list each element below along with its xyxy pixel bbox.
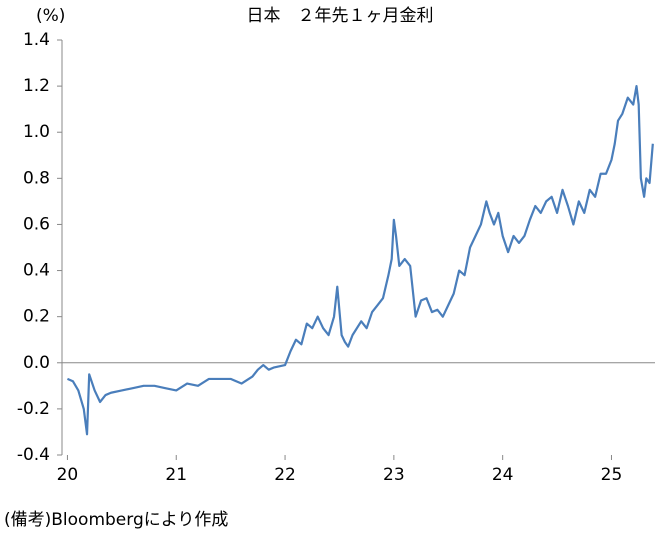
x-tick-label: 20 — [57, 465, 79, 485]
x-tick-label: 25 — [601, 465, 623, 485]
y-tick-label: 1.2 — [23, 76, 50, 96]
y-tick-label: 0.8 — [23, 168, 50, 188]
x-tick-label: 21 — [165, 465, 187, 485]
y-tick-label: 0.0 — [23, 353, 50, 373]
chart-title: 日本 ２年先１ヶ月金利 — [247, 6, 434, 26]
y-unit: (%) — [36, 6, 65, 26]
y-tick-label: -0.4 — [17, 445, 50, 465]
x-tick-label: 22 — [274, 465, 296, 485]
y-tick-label: -0.2 — [17, 399, 50, 419]
y-tick-label: 0.6 — [23, 214, 50, 234]
y-tick-label: 1.0 — [23, 122, 50, 142]
note: (備考)Bloombergにより作成 — [4, 510, 228, 530]
y-tick-label: 0.2 — [23, 307, 50, 327]
series-line — [67, 85, 654, 436]
x-tick-label: 24 — [492, 465, 514, 485]
y-tick-label: 1.4 — [23, 30, 50, 50]
x-tick-label: 23 — [383, 465, 405, 485]
y-tick-label: 0.4 — [23, 261, 50, 281]
